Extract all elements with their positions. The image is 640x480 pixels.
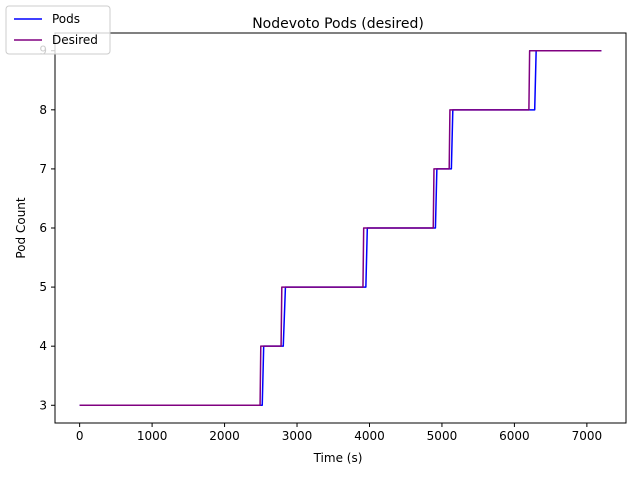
chart-title: Nodevoto Pods (desired) (252, 16, 424, 32)
x-tick-label: 2000 (209, 429, 240, 443)
legend: Pods Desired (5, 5, 111, 55)
legend-box (5, 5, 111, 55)
x-axis-ticks: 0 1000 2000 3000 4000 5000 6000 7000 (76, 423, 602, 443)
y-tick-label: 4 (39, 339, 47, 353)
x-tick-label: 4000 (354, 429, 385, 443)
series-line-desired (79, 49, 602, 407)
y-tick-label: 5 (39, 280, 47, 294)
y-tick-label: 7 (39, 162, 47, 176)
legend-label-pods: Pods (52, 12, 80, 26)
y-tick-label: 3 (39, 398, 47, 412)
y-tick-label: 8 (39, 103, 47, 117)
series-lines (79, 49, 602, 407)
x-tick-label: 1000 (137, 429, 168, 443)
x-tick-label: 0 (76, 429, 84, 443)
x-tick-label: 3000 (282, 429, 313, 443)
x-axis-title: Time (s) (313, 451, 363, 465)
x-tick-label: 5000 (427, 429, 458, 443)
x-tick-label: 7000 (572, 429, 603, 443)
y-tick-label: 6 (39, 221, 47, 235)
legend-label-desired: Desired (52, 33, 98, 47)
x-tick-label: 6000 (499, 429, 530, 443)
y-axis-title: Pod Count (14, 197, 28, 259)
